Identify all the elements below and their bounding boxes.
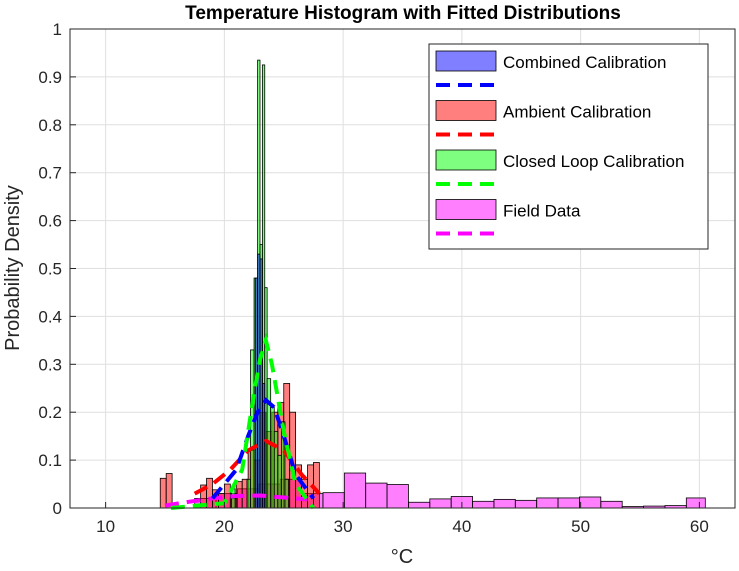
closed-loop-calibration-bar-13 — [284, 478, 289, 509]
y-tick-label-8: 0.8 — [38, 116, 62, 135]
y-tick-label-5: 0.5 — [38, 260, 62, 279]
field-data-bar-8 — [365, 482, 388, 509]
field-data-bar-18 — [579, 496, 602, 509]
closed-loop-calibration-bar-9 — [270, 407, 275, 509]
field-data-bar-9 — [386, 484, 409, 509]
x-tick-label-0: 10 — [96, 517, 115, 536]
field-data-bar-15 — [514, 499, 538, 509]
ambient-calibration-fit-line — [193, 438, 321, 496]
field-data-bar-7 — [343, 472, 367, 509]
field-data-fit-line — [164, 493, 308, 508]
legend-swatch-ambient-calibration — [435, 100, 497, 121]
closed-loop-calibration-bar-2 — [250, 349, 255, 509]
field-data-bar-14 — [493, 498, 516, 509]
legend-label-ambient-calibration: Ambient Calibration — [503, 103, 651, 122]
closed-loop-calibration-bar-1 — [246, 478, 251, 509]
y-tick-label-6: 0.6 — [38, 212, 62, 231]
x-axis-label: °C — [391, 546, 413, 568]
y-tick-label-10: 1 — [53, 20, 62, 39]
legend-swatch-combined-calibration — [435, 50, 497, 72]
closed-loop-calibration-fit-line — [170, 332, 316, 510]
field-data-bar-23 — [685, 497, 706, 509]
legend-label-closed-loop-calibration: Closed Loop Calibration — [503, 152, 684, 171]
field-data-bar-11 — [429, 498, 452, 509]
legend: Combined Calibration Ambient Calibration C… — [428, 43, 709, 250]
y-tick-label-3: 0.3 — [38, 355, 62, 374]
legend-swatch-closed-loop-calibration — [435, 149, 497, 171]
y-tick-label-4: 0.4 — [38, 307, 62, 326]
x-tick-label-2: 30 — [334, 517, 353, 536]
legend-entries: Combined Calibration Ambient Calibration C… — [435, 50, 684, 236]
chart-title: Temperature Histogram with Fitted Distri… — [185, 3, 621, 24]
y-axis-label: Probability Density — [2, 185, 24, 351]
closed-loop-calibration-bar-11 — [277, 454, 282, 509]
combined-calibration-bars — [254, 253, 266, 509]
y-tick-label-1: 0.1 — [38, 451, 62, 470]
legend-label-field-data: Field Data — [503, 202, 581, 221]
y-tick-label-9: 0.9 — [38, 68, 62, 87]
legend-swatch-field-data — [435, 199, 497, 220]
axis-ticks: 10 20 30 40 50 60 0 0.1 0.2 0.3 0.4 0.5 0.6 0.7 0.8 0.9… — [38, 20, 708, 536]
fitted-curves — [164, 332, 321, 510]
legend-label-combined-calibration: Combined Calibration — [503, 53, 666, 72]
field-data-bar-16 — [536, 497, 559, 509]
combined-calibration-fit-line — [210, 397, 316, 500]
field-data-bar-13 — [472, 500, 495, 509]
x-tick-label-5: 60 — [690, 517, 709, 536]
y-tick-label-0: 0 — [53, 499, 62, 518]
x-tick-label-1: 20 — [215, 517, 234, 536]
field-data-bar-10 — [408, 501, 431, 509]
field-data-bar-19 — [600, 500, 623, 509]
field-data-bar-17 — [557, 497, 580, 509]
field-data-bar-6 — [322, 492, 345, 509]
ambient-calibration-bar-3 — [206, 477, 213, 509]
x-tick-label-3: 40 — [452, 517, 471, 536]
y-tick-label-2: 0.2 — [38, 403, 62, 422]
x-tick-label-4: 50 — [571, 517, 590, 536]
y-tick-label-7: 0.7 — [38, 164, 62, 183]
